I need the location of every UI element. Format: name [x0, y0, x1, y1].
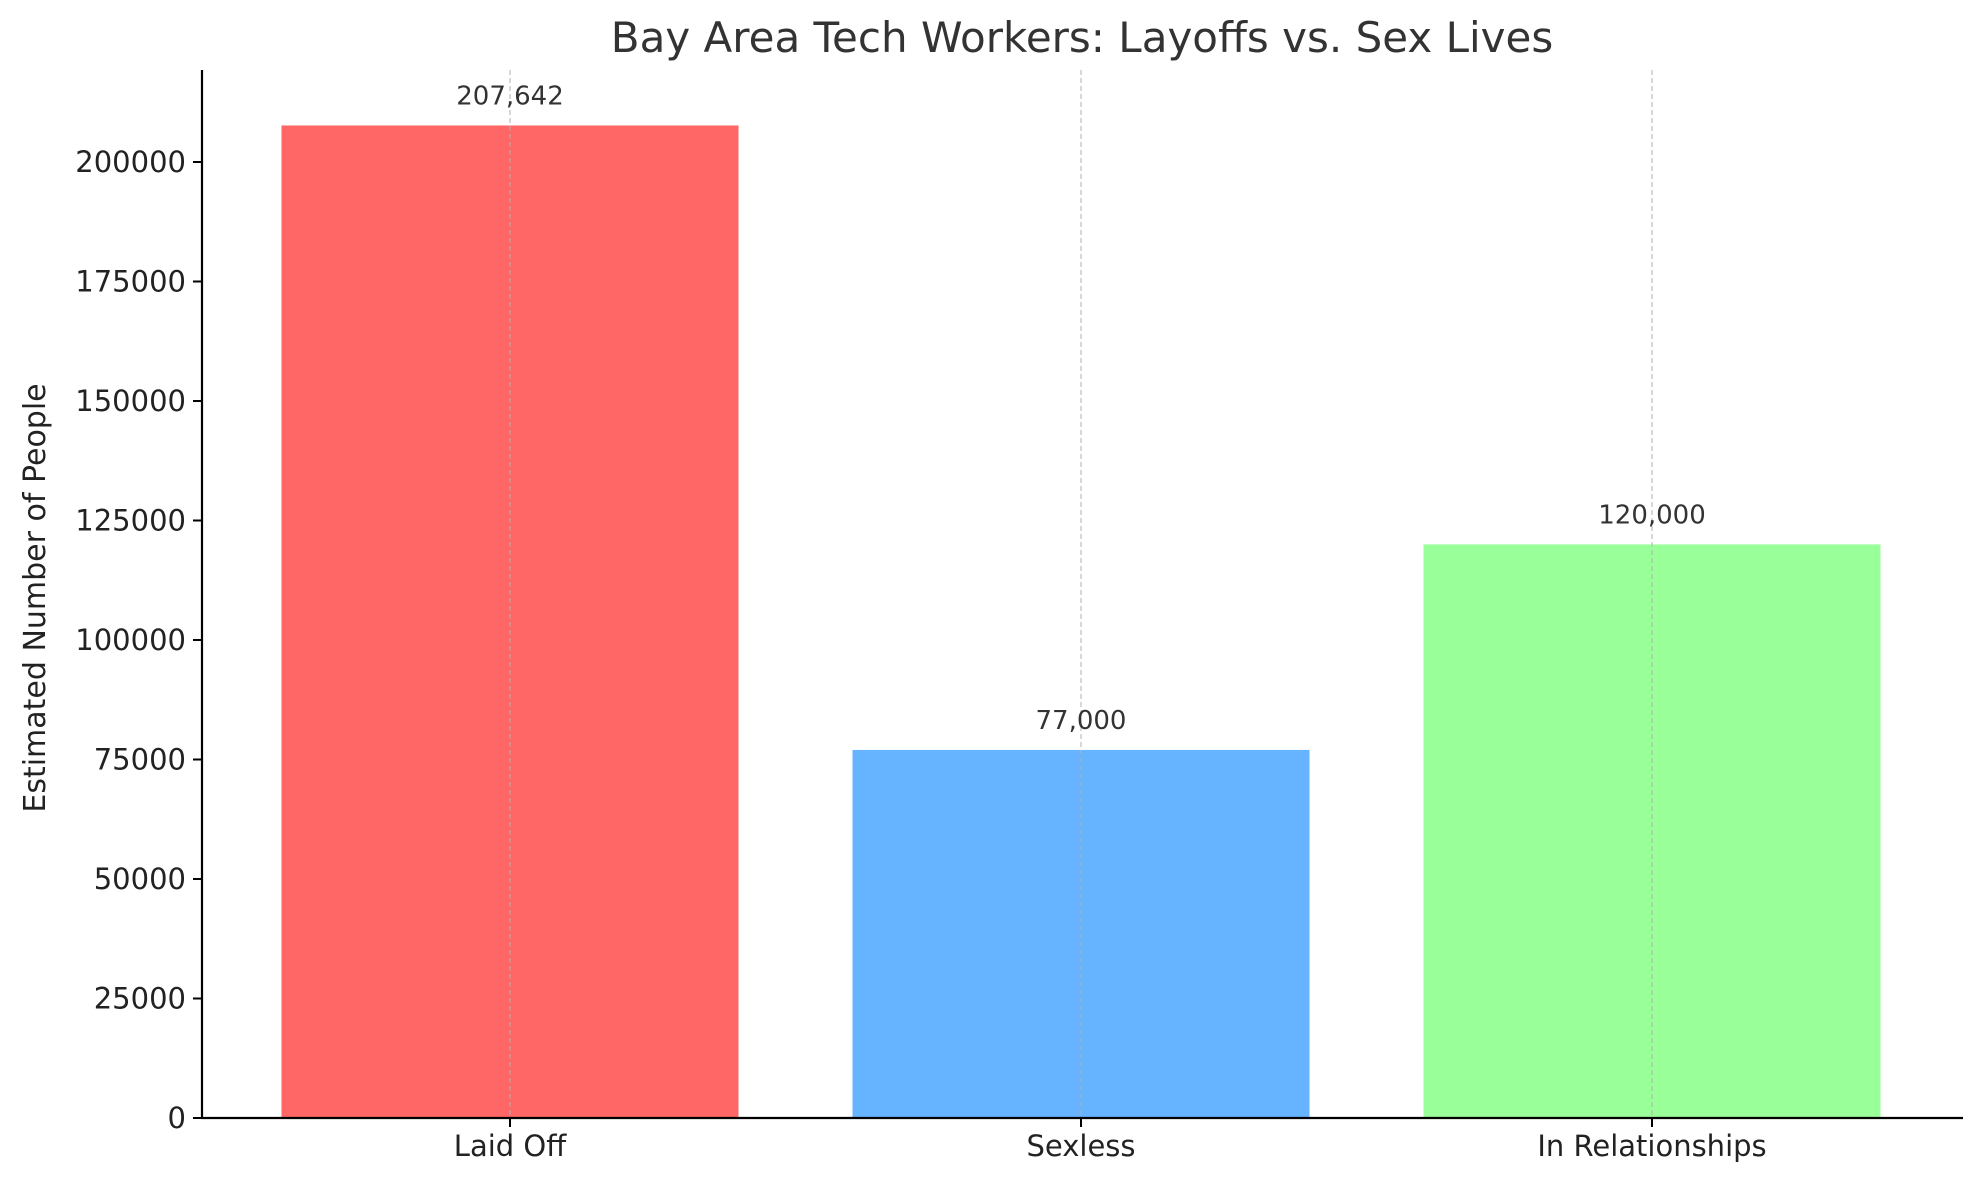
x-tick-label: Sexless: [1026, 1129, 1135, 1163]
y-tick-label: 25000: [94, 982, 186, 1016]
data-label: 77,000: [1036, 706, 1127, 736]
x-tick-label: In Relationships: [1537, 1129, 1766, 1163]
chart-title: Bay Area Tech Workers: Layoffs vs. Sex L…: [611, 13, 1553, 62]
grid-layer: [509, 70, 1653, 1118]
y-axis-label: Estimated Number of People: [18, 383, 53, 812]
y-tick-label: 175000: [75, 265, 186, 299]
y-tick-label: 100000: [75, 623, 186, 657]
y-tick-label: 0: [168, 1101, 186, 1135]
y-tick-label: 75000: [94, 743, 186, 777]
x-tick-label: Laid Off: [454, 1129, 567, 1163]
y-tick-label: 50000: [94, 862, 186, 896]
data-label: 120,000: [1598, 500, 1706, 530]
y-tick-label: 125000: [75, 504, 186, 538]
axes-layer: [193, 70, 1963, 1127]
labels-layer: 0 25000 50000 75000 100000 125000 150000 175000…: [75, 81, 1766, 1163]
y-tick-label: 150000: [75, 384, 186, 418]
data-label: 207,642: [456, 81, 564, 111]
y-tick-label: 200000: [75, 145, 186, 179]
